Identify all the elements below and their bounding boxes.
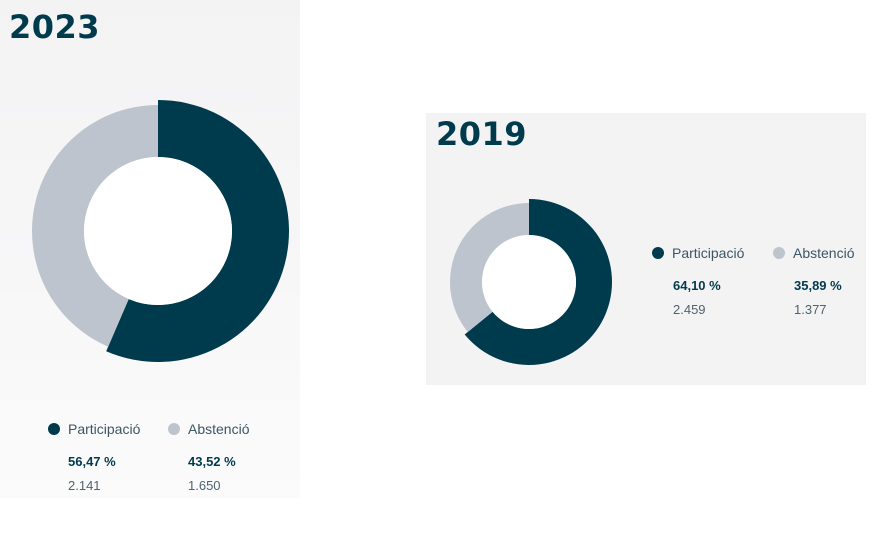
legend-label: Abstenció	[188, 421, 250, 437]
chart-title: 2019	[436, 115, 528, 153]
abstention-percent: 35,89 %	[794, 278, 842, 293]
abstention-slice[interactable]	[450, 203, 529, 332]
donut-hole	[84, 157, 232, 305]
legend-dot-icon	[652, 247, 664, 259]
participation-percent: 56,47 %	[68, 454, 116, 469]
legend-dot-icon	[48, 423, 60, 435]
participation-count: 2.459	[673, 302, 706, 317]
participation-percent: 64,10 %	[673, 278, 721, 293]
legend-label: Participació	[68, 421, 141, 437]
legend-item-participation[interactable]: Participació	[48, 421, 140, 437]
chart-title: 2023	[9, 8, 101, 46]
participation-count: 2.141	[68, 478, 101, 493]
donut-chart	[450, 199, 612, 365]
legend-item-abstention[interactable]: Abstenció	[773, 245, 854, 261]
participation-slice[interactable]	[464, 199, 612, 365]
legend-item-abstention[interactable]: Abstenció	[168, 421, 249, 437]
legend-label: Participació	[672, 245, 745, 261]
donut-hole	[482, 235, 576, 329]
abstention-count: 1.650	[188, 478, 221, 493]
legend-item-participation[interactable]: Participació	[652, 245, 744, 261]
legend-dot-icon	[773, 247, 785, 259]
abstention-percent: 43,52 %	[188, 454, 236, 469]
legend-label: Abstenció	[793, 245, 855, 261]
participation-slice[interactable]	[106, 100, 290, 362]
legend-dot-icon	[168, 423, 180, 435]
chart-panel-2019: 2019 Participació Abstenció 64,10 % 35,8…	[426, 113, 866, 385]
abstention-slice[interactable]	[31, 105, 158, 347]
donut-chart	[31, 100, 290, 362]
abstention-count: 1.377	[794, 302, 827, 317]
chart-panel-2023: 2023 Participació Abstenció 56,47 % 43,5…	[0, 0, 300, 498]
